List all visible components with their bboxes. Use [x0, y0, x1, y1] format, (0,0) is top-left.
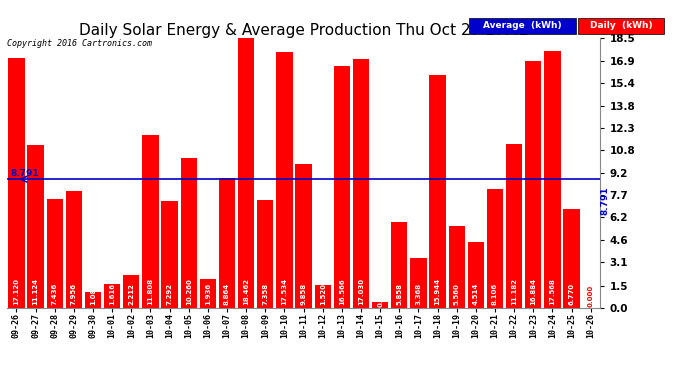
Text: 11.808: 11.808	[148, 278, 153, 305]
Text: 7.436: 7.436	[52, 283, 58, 305]
Text: 1.084: 1.084	[90, 283, 96, 305]
Text: 16.566: 16.566	[339, 279, 345, 305]
Bar	[429, 75, 446, 308]
Text: 7.358: 7.358	[262, 283, 268, 305]
Bar	[28, 145, 43, 308]
Bar	[181, 158, 197, 308]
Bar	[276, 52, 293, 308]
Bar	[334, 66, 350, 308]
Text: 5.858: 5.858	[396, 283, 402, 305]
Text: 17.030: 17.030	[358, 278, 364, 305]
Text: 3.368: 3.368	[415, 283, 422, 305]
Bar	[295, 164, 312, 308]
Bar	[161, 201, 178, 308]
Bar	[525, 61, 542, 308]
Text: 1.616: 1.616	[109, 283, 115, 305]
Bar	[124, 275, 139, 308]
Text: 8.106: 8.106	[492, 283, 498, 305]
Text: 0.378: 0.378	[377, 285, 383, 307]
Text: 15.944: 15.944	[435, 278, 441, 305]
Bar	[66, 191, 82, 308]
Text: 1.520: 1.520	[319, 283, 326, 305]
Text: 17.534: 17.534	[282, 278, 288, 305]
Bar	[315, 285, 331, 308]
Text: 2.212: 2.212	[128, 284, 135, 305]
Bar	[544, 51, 560, 308]
Bar	[487, 189, 503, 308]
Text: 4.514: 4.514	[473, 283, 479, 305]
Text: 5.560: 5.560	[454, 284, 460, 305]
Bar	[353, 59, 369, 308]
Text: Average  (kWh): Average (kWh)	[483, 21, 562, 30]
Text: 7.292: 7.292	[166, 283, 172, 305]
Bar	[448, 226, 465, 308]
Bar	[104, 284, 120, 308]
Text: 16.884: 16.884	[531, 278, 536, 305]
Text: 18.462: 18.462	[243, 278, 249, 305]
Bar	[142, 135, 159, 308]
Text: 0.000: 0.000	[588, 285, 593, 307]
Bar	[506, 144, 522, 308]
Bar	[411, 258, 426, 308]
Text: 1.936: 1.936	[205, 283, 211, 305]
Text: 9.858: 9.858	[301, 283, 306, 305]
Bar	[257, 200, 273, 308]
Bar	[85, 292, 101, 308]
Bar	[564, 209, 580, 308]
Text: Copyright 2016 Cartronics.com: Copyright 2016 Cartronics.com	[7, 39, 152, 48]
Text: 17.120: 17.120	[14, 278, 19, 305]
Text: 7.956: 7.956	[71, 283, 77, 305]
Text: 10.260: 10.260	[186, 278, 192, 305]
Text: 11.182: 11.182	[511, 278, 518, 305]
Bar	[391, 222, 407, 308]
Bar	[219, 178, 235, 308]
Bar	[468, 242, 484, 308]
Bar	[372, 302, 388, 307]
Text: 17.568: 17.568	[549, 278, 555, 305]
Text: 8.791: 8.791	[11, 169, 39, 178]
Title: Daily Solar Energy & Average Production Thu Oct 27 17:42: Daily Solar Energy & Average Production …	[79, 22, 529, 38]
Text: 6.770: 6.770	[569, 283, 575, 305]
Text: Daily  (kWh): Daily (kWh)	[590, 21, 653, 30]
Text: 8.791: 8.791	[600, 186, 609, 215]
Bar	[47, 199, 63, 308]
Text: 11.124: 11.124	[32, 278, 39, 305]
Text: 8.864: 8.864	[224, 283, 230, 305]
Bar	[200, 279, 216, 308]
Bar	[238, 38, 255, 308]
Bar	[8, 58, 25, 308]
